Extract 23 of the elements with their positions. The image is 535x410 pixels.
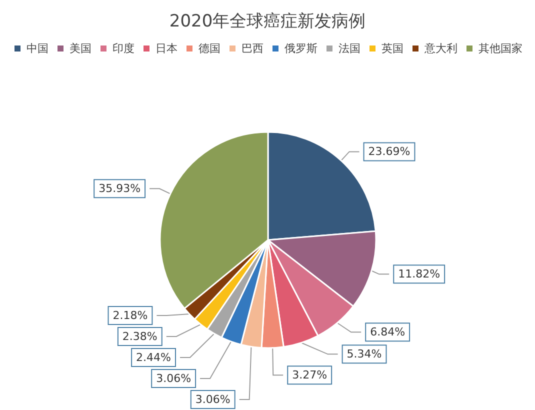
- chart-title: 2020年全球癌症新发病例: [169, 12, 366, 32]
- legend-label: 其他国家: [478, 42, 522, 55]
- legend-label: 俄罗斯: [284, 42, 318, 55]
- data-label: 2.18%: [112, 309, 148, 322]
- legend-label: 德国: [198, 42, 220, 55]
- legend-label: 美国: [70, 42, 92, 55]
- data-label: 3.06%: [195, 393, 230, 406]
- legend-label: 巴西: [242, 42, 264, 55]
- legend-label: 英国: [382, 42, 404, 55]
- data-label: 3.06%: [156, 372, 192, 385]
- legend-label: 日本: [156, 42, 178, 55]
- legend-label: 意大利: [424, 42, 458, 55]
- data-label: 5.34%: [346, 348, 382, 361]
- legend-label: 印度: [112, 42, 134, 55]
- legend-label: 法国: [338, 42, 360, 55]
- data-label: 3.27%: [292, 368, 328, 382]
- data-label: 35.93%: [98, 182, 141, 196]
- data-label: 6.84%: [370, 326, 406, 339]
- data-label: 23.69%: [368, 145, 410, 158]
- legend-label: 中国: [26, 42, 48, 55]
- data-label: 11.82%: [398, 268, 440, 281]
- data-label: 2.38%: [122, 330, 158, 343]
- data-label: 2.44%: [136, 351, 171, 364]
